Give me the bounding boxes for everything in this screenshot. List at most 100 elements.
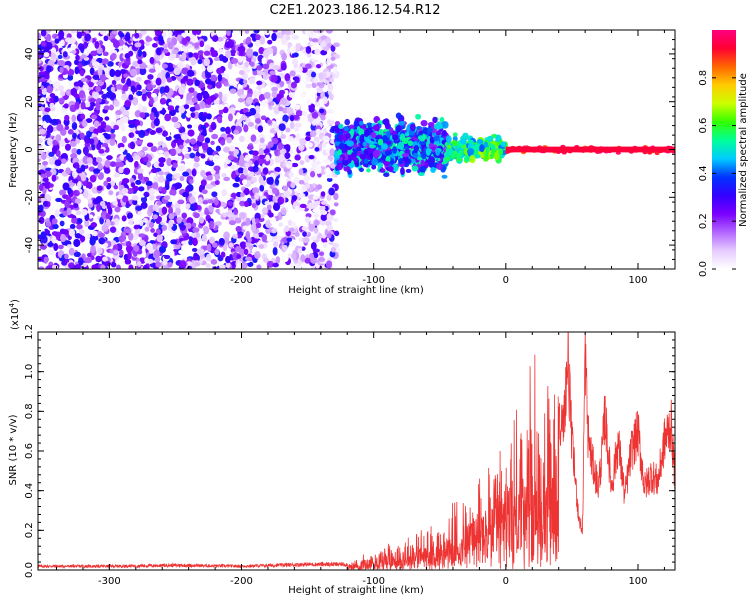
heatmap-cell <box>320 200 328 205</box>
heatmap-cell <box>290 81 297 89</box>
heatmap-cell <box>181 113 187 119</box>
heatmap-cell <box>307 202 315 210</box>
heatmap-cell <box>156 200 162 206</box>
heatmap-cell <box>47 207 55 213</box>
heatmap-cell <box>130 68 137 77</box>
heatmap-cell <box>74 198 82 205</box>
heatmap-cell <box>162 43 168 49</box>
heatmap-cell <box>283 190 291 198</box>
heatmap-cell <box>212 242 218 248</box>
heatmap-cell <box>258 154 266 159</box>
heatmap-cell <box>80 235 86 242</box>
heatmap-cell <box>163 151 170 157</box>
heatmap-cell <box>73 239 81 247</box>
heatmap-cell <box>206 98 212 105</box>
heatmap-cell <box>292 138 298 146</box>
heatmap-cell <box>237 97 245 103</box>
heatmap-cell <box>80 101 86 110</box>
heatmap-cell <box>256 85 262 90</box>
heatmap-cell <box>85 181 93 190</box>
heatmap-cell <box>316 87 323 93</box>
heatmap-cell <box>301 115 309 122</box>
heatmap-cell <box>289 121 295 130</box>
heatmap-cell <box>233 208 239 215</box>
heatmap-cell <box>276 235 282 241</box>
heatmap-cell <box>107 206 113 215</box>
heatmap-cell <box>258 93 265 102</box>
heatmap-cell <box>109 68 116 78</box>
heatmap-cell <box>127 120 135 125</box>
heatmap-cell <box>235 225 242 233</box>
heatmap-cell <box>300 263 307 268</box>
heatmap-cell <box>38 66 44 71</box>
heatmap-cell <box>204 137 211 144</box>
heatmap-cell <box>111 262 117 268</box>
heatmap-cell <box>299 160 305 165</box>
heatmap-cell <box>293 114 300 121</box>
heatmap-cell <box>282 69 290 74</box>
heatmap-cell <box>75 210 82 215</box>
heatmap-cell <box>310 71 317 78</box>
heatmap-cell <box>77 180 82 190</box>
heatmap-cell <box>333 202 339 207</box>
heatmap-cell <box>151 168 158 173</box>
heatmap-cell <box>236 192 242 198</box>
heatmap-cell <box>199 40 205 48</box>
heatmap-cell <box>135 179 142 185</box>
heatmap-cell <box>73 81 81 87</box>
heatmap-cell <box>214 248 220 256</box>
heatmap-cell <box>216 41 224 49</box>
heatmap-cell <box>311 111 319 119</box>
heatmap-cell <box>308 223 316 232</box>
heatmap-cell <box>273 65 279 71</box>
heatmap-cell <box>272 195 277 203</box>
heatmap-cell <box>127 212 133 220</box>
heatmap-cell <box>220 251 226 258</box>
heatmap-cell <box>246 93 253 98</box>
heatmap-cell <box>281 253 289 263</box>
heatmap-cell <box>51 118 59 126</box>
heatmap-cell <box>184 153 192 159</box>
heatmap-cell <box>131 195 139 201</box>
heatmap-cell <box>286 140 292 146</box>
heatmap-cell <box>150 146 158 152</box>
heatmap-cell <box>225 30 231 36</box>
heatmap-cell <box>269 70 276 76</box>
heatmap-cell <box>189 179 194 184</box>
heatmap-cell <box>288 135 294 142</box>
heatmap-cell <box>279 80 285 88</box>
heatmap-cell <box>261 234 268 243</box>
heatmap-cell <box>252 70 259 76</box>
heatmap-cell <box>119 154 125 161</box>
heatmap-cell <box>200 179 207 187</box>
heatmap-cell <box>66 244 72 249</box>
heatmap-cell <box>110 49 118 55</box>
spectrogram-heatmap <box>38 30 675 269</box>
heatmap-cell <box>111 30 118 35</box>
heatmap-cell <box>104 146 110 153</box>
heatmap-cell <box>159 245 166 253</box>
heatmap-cell <box>325 30 333 34</box>
heatmap-cell <box>282 114 289 123</box>
heatmap-cell <box>38 59 42 64</box>
heatmap-cell <box>174 202 181 209</box>
heatmap-cell <box>118 235 126 243</box>
heatmap-cell <box>55 197 63 203</box>
heatmap-cell <box>146 161 152 168</box>
heatmap-cell <box>78 257 84 266</box>
heatmap-cell <box>295 110 303 117</box>
heatmap-cell <box>91 114 98 120</box>
heatmap-cell <box>104 167 111 174</box>
heatmap-cell <box>60 106 68 115</box>
heatmap-cell <box>41 148 48 153</box>
heatmap-cell <box>216 36 224 42</box>
heatmap-cell <box>59 39 65 47</box>
heatmap-cell <box>102 51 109 57</box>
heatmap-cell <box>262 63 270 70</box>
heatmap-cell <box>90 50 98 57</box>
heatmap-cell <box>278 123 286 131</box>
heatmap-cell <box>49 97 55 103</box>
heatmap-cell <box>170 239 178 245</box>
